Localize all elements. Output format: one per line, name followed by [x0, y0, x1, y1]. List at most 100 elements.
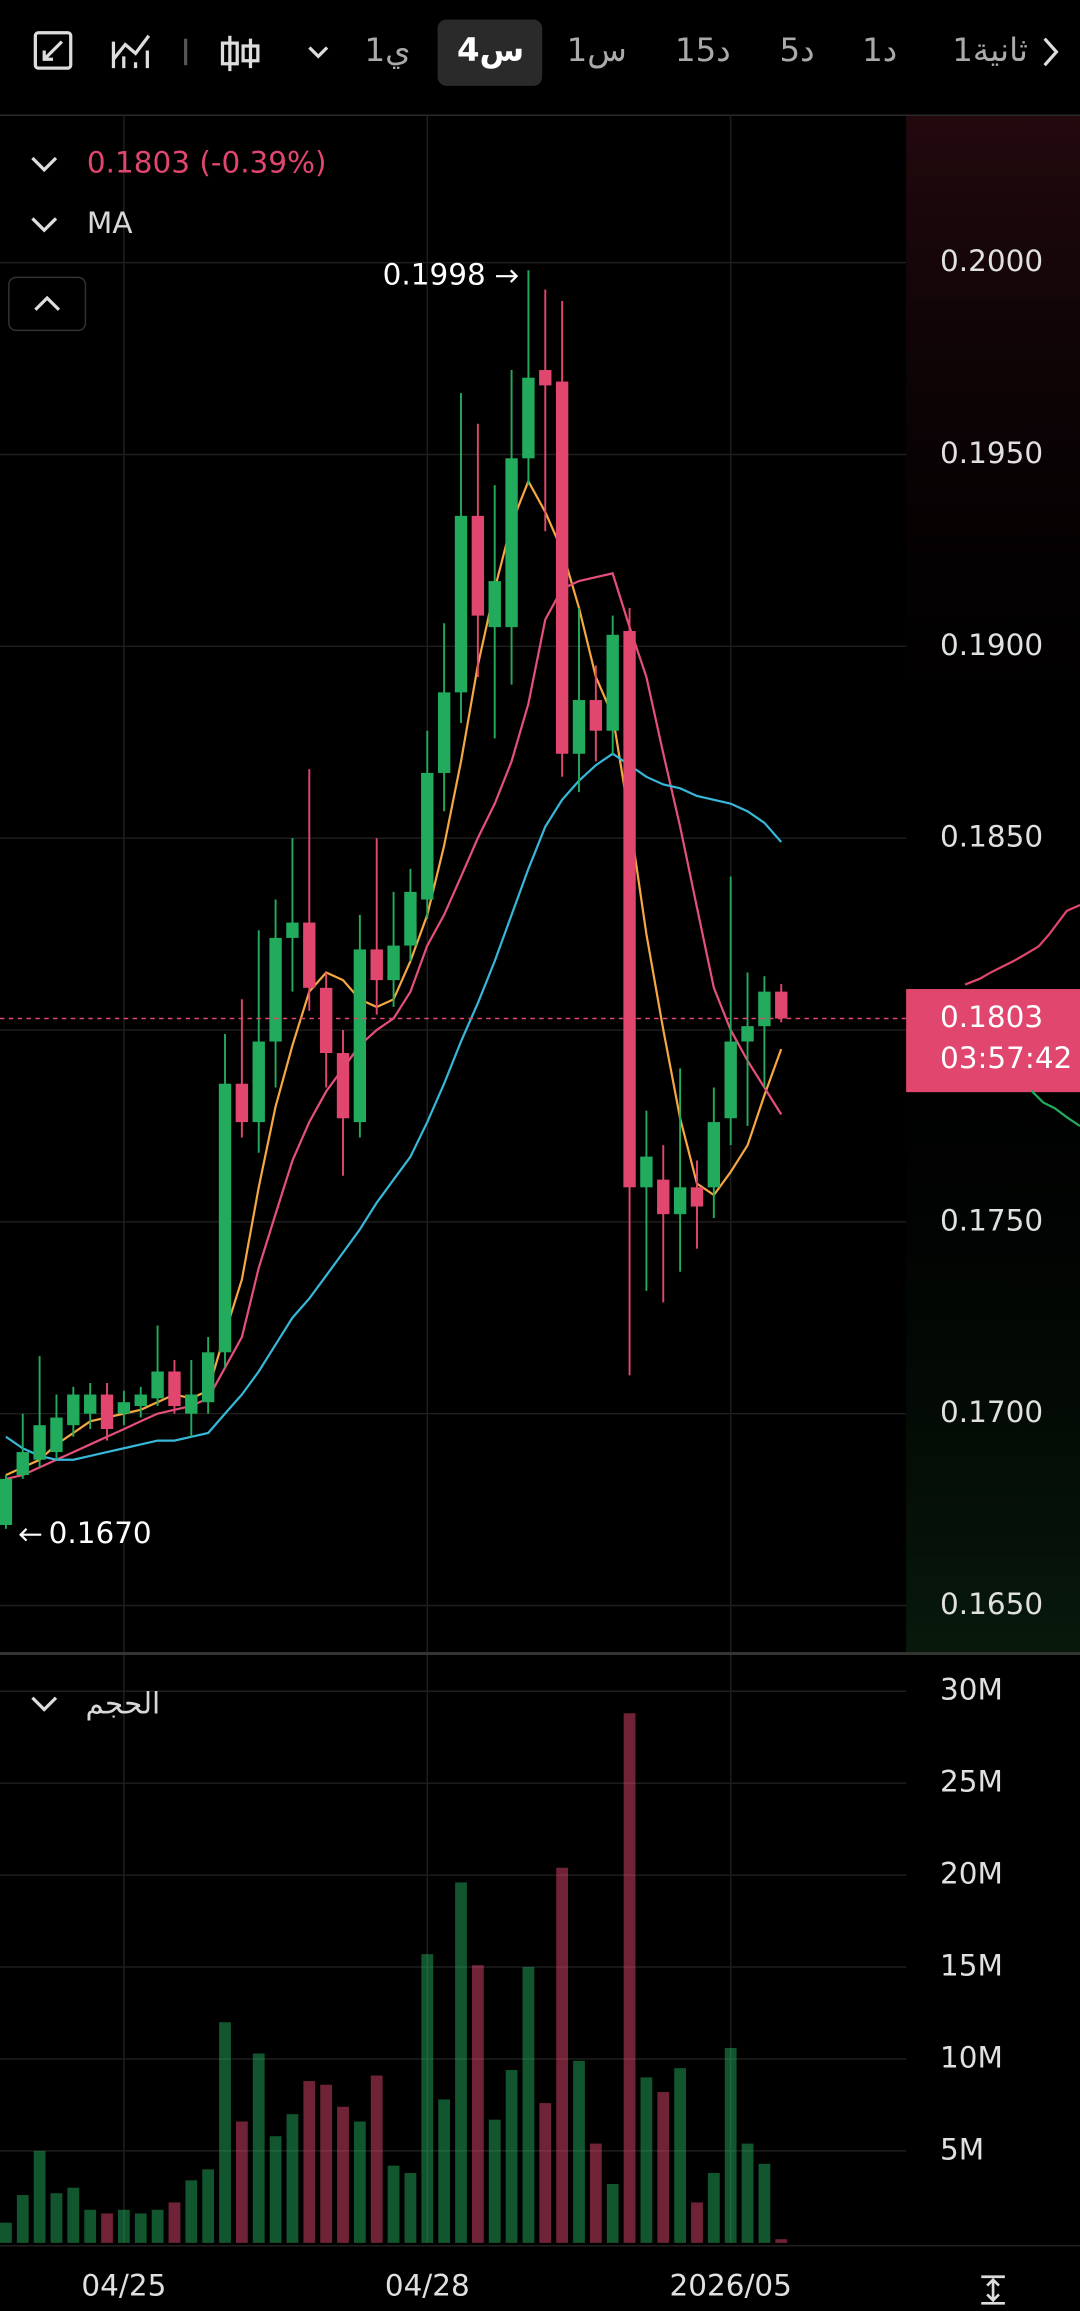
volume-title: الحجم — [85, 1687, 160, 1722]
volume-bar — [117, 2209, 130, 2243]
volume-bar — [471, 1965, 484, 2243]
volume-bar — [370, 2075, 383, 2243]
candle-body — [673, 1187, 687, 1215]
volume-bar — [286, 2114, 299, 2243]
volume-bar — [674, 2068, 687, 2243]
volume-toggle[interactable] — [31, 1696, 58, 1712]
volume-bar — [539, 2103, 552, 2243]
candle-body — [0, 1478, 13, 1525]
volume-bar — [606, 2184, 619, 2243]
candle-body — [168, 1371, 181, 1407]
ma-line — [5, 572, 783, 1480]
volume-bar — [741, 2143, 754, 2243]
volume-bar — [337, 2106, 349, 2243]
toolbar — [33, 31, 1059, 72]
candle-body — [690, 1187, 704, 1207]
y-tick-label: 0.1850 — [940, 820, 1043, 854]
volume-bar — [589, 2143, 602, 2243]
indicator-name: MA — [87, 206, 133, 240]
volume-bar — [758, 2163, 771, 2243]
candle-body — [454, 515, 468, 693]
collapse-button[interactable] — [8, 276, 87, 332]
y-tick-label: 0.1950 — [940, 436, 1043, 470]
volume-bar — [438, 2099, 451, 2243]
candle-body — [657, 1179, 670, 1215]
volume-bar — [353, 2121, 366, 2243]
ma-toggle[interactable] — [31, 217, 58, 233]
volume-bar — [387, 2165, 400, 2243]
fit-icon[interactable] — [981, 2275, 1005, 2305]
timeframe-tab[interactable]: 15د — [675, 31, 731, 69]
candle-body — [151, 1371, 164, 1399]
timeframe-tab[interactable]: 1س — [567, 31, 627, 69]
fullscreen-icon[interactable] — [33, 31, 73, 70]
max-label: 0.1998 — [383, 258, 486, 292]
candle-body — [741, 1026, 754, 1042]
volume-bar — [623, 1713, 636, 2243]
volume-bar — [724, 2047, 737, 2243]
candle-body — [67, 1394, 80, 1426]
candle-body — [758, 991, 771, 1027]
candle-body — [404, 891, 417, 946]
x-tick-label: 2026/05 — [670, 2269, 792, 2303]
volume-bar — [168, 2202, 181, 2243]
volume-bar — [691, 2202, 703, 2243]
candle-body — [185, 1394, 198, 1414]
volume-tick-label: 25M — [940, 1765, 1003, 1799]
timeframe-tab[interactable]: 5د — [780, 31, 815, 69]
candle-body — [370, 949, 383, 981]
volume-bar — [556, 1867, 569, 2243]
candle-body — [100, 1394, 114, 1430]
scroll-right-icon[interactable] — [1043, 37, 1059, 67]
candle-body — [50, 1417, 63, 1453]
candle-body — [707, 1122, 721, 1188]
candle-body — [286, 922, 299, 938]
volume-tick-label: 30M — [940, 1673, 1003, 1707]
candle-body — [437, 692, 451, 773]
candle-type-icon[interactable] — [220, 35, 260, 72]
indicator-icon[interactable] — [111, 34, 151, 69]
candle-body — [83, 1394, 97, 1414]
legend-toggle[interactable] — [31, 156, 58, 173]
volume-bar — [455, 1882, 467, 2243]
candle-body — [134, 1394, 147, 1407]
timeframe-tab[interactable]: 1د — [862, 31, 897, 69]
tabs: 1ي 4س 1س 15د 5د 1د 1ثانية — [365, 31, 1028, 69]
volume-tick-label: 15M — [940, 1949, 1003, 1983]
volume-bar — [657, 2092, 670, 2243]
depth-shade — [906, 115, 1080, 1654]
candle-body — [421, 772, 434, 900]
candle-body — [387, 945, 400, 981]
volume-bar — [219, 2022, 231, 2243]
depth-ask — [964, 904, 1080, 986]
candle-body — [201, 1352, 215, 1403]
candle-body — [572, 700, 586, 754]
candle-body — [555, 381, 569, 754]
candle-body — [606, 634, 619, 731]
volume-bar — [269, 2136, 282, 2243]
dropdown-icon[interactable] — [308, 46, 329, 59]
y-tick-label: 0.1900 — [940, 628, 1043, 662]
legend-price: 0.1803 (-0.39%) — [87, 145, 327, 179]
volume-bar — [185, 2180, 198, 2243]
candle-body — [488, 581, 501, 628]
y-tick-label: 0.2000 — [940, 244, 1043, 278]
volume-bar — [522, 1967, 535, 2243]
volume-bar — [707, 2172, 720, 2243]
volume-bar — [303, 2081, 316, 2243]
x-tick-label: 04/25 — [81, 2269, 166, 2303]
y-tick-label: 0.1700 — [940, 1395, 1043, 1429]
countdown: 03:57:42 — [940, 1041, 1072, 1075]
timeframe-tab[interactable]: 4س — [457, 31, 524, 69]
min-arrow — [19, 1528, 42, 1542]
volume-bar — [84, 2209, 97, 2243]
timeframe-tab[interactable]: 1ثانية — [952, 31, 1028, 69]
volume-bar — [640, 2077, 653, 2243]
volume-bar — [16, 2195, 29, 2243]
timeframe-tab[interactable]: 1ي — [365, 31, 411, 69]
y-tick-label: 0.1650 — [940, 1587, 1043, 1621]
volume-bar — [33, 2150, 46, 2243]
candle-body — [252, 1041, 265, 1123]
volume-bar — [488, 2119, 501, 2243]
volume-bar — [67, 2187, 80, 2243]
